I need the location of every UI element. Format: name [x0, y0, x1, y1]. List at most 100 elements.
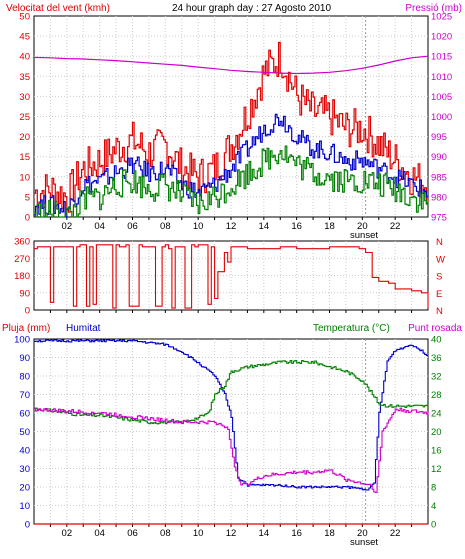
x-tick-label: 18 — [324, 221, 335, 232]
left-tick-label: 0 — [25, 306, 30, 317]
x-tick-label: 20 — [357, 221, 368, 232]
right-tick-label: 985 — [431, 172, 447, 183]
pressure-line — [33, 55, 429, 75]
x-tick-label: 16 — [291, 221, 302, 232]
left-tick-label: 40 — [19, 52, 30, 63]
left-tick-label: 180 — [14, 271, 30, 282]
humidity-series — [34, 339, 429, 525]
x-tick-label: 18 — [324, 528, 335, 539]
temperature-line — [34, 359, 429, 425]
compass-label: S — [436, 272, 442, 283]
humidity-line — [34, 339, 429, 491]
temperature-axis-label: Temperatura (°C) — [313, 323, 390, 334]
right-tick-label: 990 — [431, 152, 447, 163]
rain-axis-label: Pluja (mm) — [2, 323, 50, 334]
left-tick-label: 25 — [19, 112, 30, 123]
left-tick-label: 5 — [25, 192, 30, 203]
direction-series — [34, 244, 429, 309]
x-tick-label: 16 — [291, 528, 302, 539]
gust-wind-line — [34, 41, 429, 213]
right-tick-label: 16 — [431, 446, 442, 457]
right-tick-label: 1005 — [431, 92, 452, 103]
left-tick-label: 90 — [19, 288, 30, 299]
right-tick-label: 1020 — [431, 32, 452, 43]
x-tick-label: 22 — [390, 221, 401, 232]
left-tick-label: 50 — [19, 427, 30, 438]
right-tick-label: 28 — [431, 390, 442, 401]
right-tick-label: 1025 — [431, 12, 452, 23]
right-tick-label: 24 — [431, 409, 442, 420]
right-tick-label: 20 — [431, 427, 442, 438]
x-tick-label: 04 — [94, 528, 105, 539]
x-tick-label: 12 — [226, 528, 237, 539]
right-tick-label: 1015 — [431, 52, 452, 63]
right-tick-label: 4 — [431, 501, 436, 512]
chart-title: 24 hour graph day : 27 Agosto 2010 — [172, 3, 331, 14]
right-tick-label: 8 — [431, 483, 436, 494]
sunset-label-top: sunset — [350, 230, 378, 241]
x-tick-label: 22 — [390, 528, 401, 539]
dewpoint-line — [34, 407, 429, 493]
right-tick-label: 12 — [431, 464, 442, 475]
x-tick-label: 14 — [259, 221, 270, 232]
humidity-axis-label: Humitat — [66, 323, 101, 334]
wind-axis-label: Velocitat del vent (kmh) — [6, 3, 110, 14]
x-tick-label: 12 — [226, 221, 237, 232]
x-tick-label: 02 — [62, 528, 73, 539]
x-tick-label: 02 — [62, 221, 73, 232]
left-tick-label: 270 — [14, 254, 30, 265]
compass-label: W — [436, 254, 445, 265]
x-tick-label: 06 — [127, 528, 138, 539]
left-tick-label: 15 — [19, 152, 30, 163]
compass-label: N — [436, 237, 443, 248]
dewpoint-axis-label: Punt rosada — [408, 323, 462, 334]
left-tick-label: 30 — [19, 92, 30, 103]
x-tick-label: 08 — [160, 528, 171, 539]
left-tick-label: 50 — [19, 12, 30, 23]
right-tick-label: 0 — [431, 520, 436, 531]
wind-series — [33, 41, 429, 218]
wind-ticks: 0510152025303540455097598098599099510001… — [19, 12, 452, 233]
right-tick-label: 1000 — [431, 112, 452, 123]
left-tick-label: 20 — [19, 483, 30, 494]
pressure-axis-label: Pressió (mb) — [405, 3, 462, 14]
left-tick-label: 10 — [19, 172, 30, 183]
x-tick-label: 04 — [94, 221, 105, 232]
left-tick-label: 60 — [19, 409, 30, 420]
right-tick-label: 1010 — [431, 72, 452, 83]
right-tick-label: 36 — [431, 353, 442, 364]
x-tick-label: 08 — [160, 221, 171, 232]
x-tick-label: 10 — [193, 528, 204, 539]
right-tick-label: 980 — [431, 192, 447, 203]
x-tick-label: 06 — [127, 221, 138, 232]
left-tick-label: 70 — [19, 390, 30, 401]
left-tick-label: 40 — [19, 446, 30, 457]
left-tick-label: 35 — [19, 72, 30, 83]
humidity-grid — [34, 339, 428, 527]
right-tick-label: 975 — [431, 213, 447, 224]
left-tick-label: 80 — [19, 372, 30, 383]
right-tick-label: 995 — [431, 132, 447, 143]
compass-label: N — [436, 306, 443, 317]
sunset-label-bottom: sunset — [350, 537, 378, 548]
right-tick-label: 40 — [431, 335, 442, 346]
x-tick-label: 20 — [357, 528, 368, 539]
low-wind-line — [34, 145, 429, 218]
left-tick-label: 20 — [19, 132, 30, 143]
left-tick-label: 30 — [19, 464, 30, 475]
left-tick-label: 100 — [14, 335, 30, 346]
x-tick-label: 14 — [259, 528, 270, 539]
humidity-ticks: 0 10 20 30 40 50 60 70 80 90 100 04 8 12 16 20 24 28 32 36 4… — [14, 335, 441, 540]
left-tick-label: 360 — [14, 237, 30, 248]
compass-label: E — [436, 289, 442, 300]
right-tick-label: 32 — [431, 372, 442, 383]
direction-line — [34, 244, 429, 309]
left-tick-label: 0 — [25, 213, 30, 224]
left-tick-label: 45 — [19, 32, 30, 43]
x-tick-label: 10 — [193, 221, 204, 232]
avg-wind-line — [34, 113, 429, 218]
left-tick-label: 90 — [19, 353, 30, 364]
